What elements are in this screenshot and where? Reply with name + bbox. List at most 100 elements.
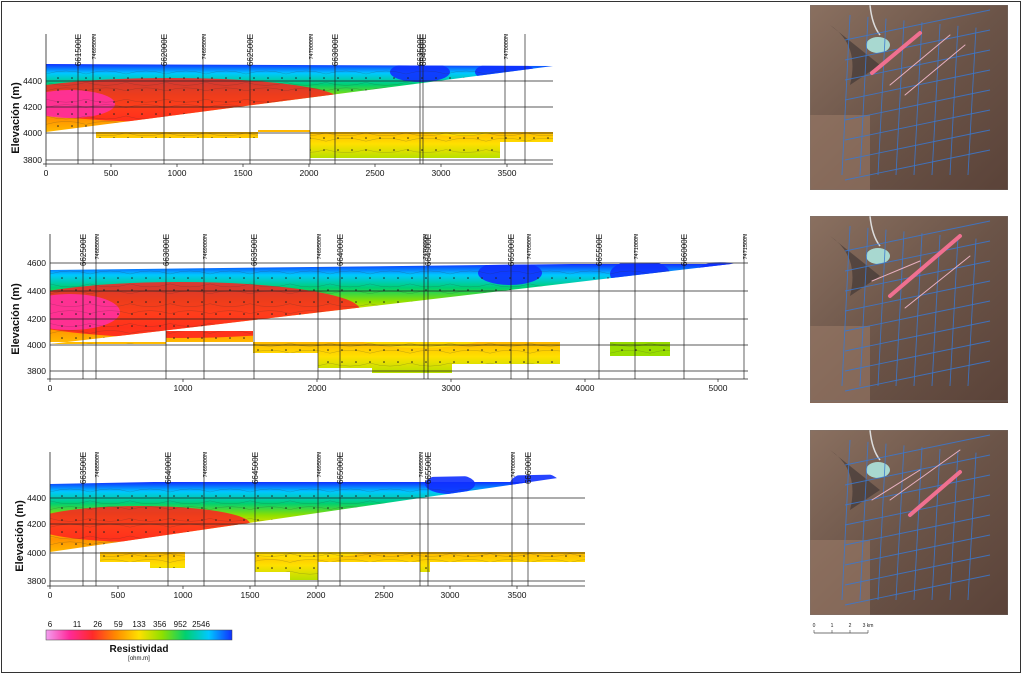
y-tick-label: 4400 <box>23 76 42 86</box>
map-scale-bar: 0 1 2 3 km <box>812 619 882 639</box>
coordinate-label: 7470000N <box>423 234 429 259</box>
location-map-3 <box>810 430 1008 615</box>
coordinate-label: 7469500N <box>419 452 425 477</box>
coordinate-label: 661500E <box>74 34 83 66</box>
legend-title: Resistividad <box>110 644 169 655</box>
y-tick-label: 4400 <box>27 286 46 296</box>
x-tick-label: 3500 <box>508 590 527 600</box>
x-tick-label: 5000 <box>709 383 728 393</box>
y-tick-label: 4200 <box>23 102 42 112</box>
x-tick-label: 500 <box>111 590 125 600</box>
y-tick-label: 4600 <box>27 258 46 268</box>
coordinate-label: 663500E <box>250 234 259 266</box>
x-tick-label: 2500 <box>366 168 385 178</box>
y-tick-label: 4000 <box>27 548 46 558</box>
legend-unit: [ohm.m] <box>128 656 150 662</box>
resistivity-section-3: Elevación (m) 4400 4200 4000 3800 0 500 1000 15… <box>0 432 600 610</box>
resistivity-section-1: Elevación (m) 4400 4200 4000 3800 0 500 1000 15… <box>0 20 560 180</box>
coordinate-label: 662500E <box>246 34 255 66</box>
x-tick-label: 3000 <box>432 168 451 178</box>
y-tick-label: 3800 <box>27 576 46 586</box>
coordinate-label: 665500E <box>424 452 433 484</box>
x-tick-label: 3500 <box>498 168 517 178</box>
resistivity-legend: 6 11 26 59 133 356 952 2546 Resistividad [ohm.m] <box>44 618 234 668</box>
location-map-2 <box>810 216 1008 403</box>
y-tick-label: 3800 <box>23 155 42 165</box>
coordinate-label: 664000E <box>164 452 173 484</box>
coordinate-label: 665000E <box>336 452 345 484</box>
x-tick-label: 0 <box>48 590 53 600</box>
x-tick-label: 2500 <box>375 590 394 600</box>
y-tick-label: 4000 <box>27 340 46 350</box>
coordinate-label: 7471000N <box>634 234 640 259</box>
x-tick-label: 3000 <box>442 383 461 393</box>
legend-value: 133 <box>132 620 146 629</box>
legend-value: 11 <box>73 620 82 629</box>
legend-value: 26 <box>93 620 102 629</box>
x-tick-label: 500 <box>104 168 118 178</box>
coordinate-label: 664000E <box>419 34 428 66</box>
coordinate-label: 664500E <box>251 452 260 484</box>
y-tick-label: 4200 <box>27 519 46 529</box>
coordinate-label: 7470000N <box>511 452 517 477</box>
scale-tick-label: 1 <box>831 623 834 629</box>
x-tick-label: 0 <box>44 168 49 178</box>
legend-value: 356 <box>153 620 167 629</box>
coordinate-label: 665500E <box>595 234 604 266</box>
x-tick-label: 2000 <box>307 590 326 600</box>
y-axis-label: Elevación (m) <box>14 500 26 572</box>
x-tick-label: 1000 <box>174 590 193 600</box>
scale-tick-label: 0 <box>813 623 816 629</box>
legend-colorbar: 6 11 26 59 133 356 952 2546 Resistividad[ohm.m] <box>45 620 233 662</box>
coordinate-label: 7469500N <box>317 234 323 259</box>
x-tick-label: 3000 <box>441 590 460 600</box>
y-axis-label: Elevación (m) <box>10 82 22 154</box>
coordinate-label: 663500E <box>79 452 88 484</box>
coordinate-label: 663500E <box>416 34 425 66</box>
coordinate-label: 663000E <box>162 234 171 266</box>
coordinate-label: 7469000N <box>203 234 209 259</box>
coordinate-label: 7469500N <box>92 34 98 59</box>
coordinate-label: 666000E <box>680 234 689 266</box>
resistivity-section-2: Elevación (m) 4600 4400 4200 4000 3800 0 1000 2… <box>0 218 760 403</box>
coordinate-label: 7470000N <box>309 34 315 59</box>
legend-value: 952 <box>174 620 188 629</box>
x-tick-label: 2000 <box>308 383 327 393</box>
scale-tick-label: 2 <box>849 623 852 629</box>
x-tick-label: 2000 <box>300 168 319 178</box>
coordinate-label: 664500E <box>424 234 433 266</box>
y-tick-label: 4000 <box>23 128 42 138</box>
x-tick-label: 1500 <box>241 590 260 600</box>
coordinate-label: 662500E <box>79 234 88 266</box>
y-tick-label: 4200 <box>27 314 46 324</box>
x-tick-label: 1500 <box>234 168 253 178</box>
coordinate-label: 7471500N <box>743 234 749 259</box>
x-tick-label: 1000 <box>168 168 187 178</box>
coordinate-label: 7468500N <box>95 234 101 259</box>
coordinate-label: 7469500N <box>202 34 208 59</box>
scale-tick-label: 3 km <box>863 623 874 629</box>
location-map-1 <box>810 5 1008 190</box>
x-tick-label: 0 <box>48 383 53 393</box>
coordinate-label: 665000E <box>507 234 516 266</box>
coordinate-label: 7470000N <box>504 34 510 59</box>
legend-value: 59 <box>114 620 123 629</box>
legend-value: 6 <box>48 620 53 629</box>
coordinate-label: 663000E <box>331 34 340 66</box>
y-axis-label: Elevación (m) <box>10 283 22 355</box>
coordinate-label: 666000E <box>524 452 533 484</box>
coordinate-label: 7469500N <box>317 452 323 477</box>
legend-value: 2546 <box>192 620 210 629</box>
coordinate-label: 664000E <box>336 234 345 266</box>
x-tick-label: 1000 <box>174 383 193 393</box>
coordinate-label: 7468500N <box>95 452 101 477</box>
coordinate-label: 7469000N <box>203 452 209 477</box>
coordinate-label: 662000E <box>160 34 169 66</box>
coordinate-label: 7470500N <box>527 234 533 259</box>
y-tick-label: 4400 <box>27 493 46 503</box>
x-tick-label: 4000 <box>576 383 595 393</box>
